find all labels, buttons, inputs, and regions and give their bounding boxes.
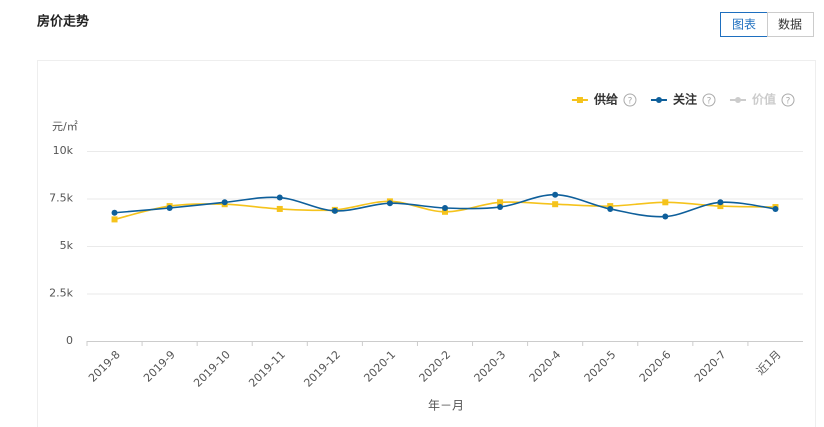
marker bbox=[331, 207, 338, 214]
legend-marker bbox=[576, 97, 583, 103]
marker bbox=[442, 205, 448, 211]
marker bbox=[276, 205, 283, 212]
marker bbox=[717, 199, 724, 206]
legend-label: 价值 bbox=[752, 92, 776, 107]
help-mark: ? bbox=[628, 97, 633, 107]
tab-label[interactable]: 数据 bbox=[778, 17, 802, 32]
x-tick-label: 2020-4 bbox=[527, 348, 564, 385]
marker bbox=[552, 191, 559, 198]
x-tick-label: 2020-5 bbox=[582, 348, 619, 385]
y-axis-label: 元/㎡ bbox=[52, 120, 78, 133]
marker bbox=[662, 213, 669, 220]
legend-marker bbox=[734, 97, 741, 103]
x-tick-label: 2020-7 bbox=[692, 348, 729, 385]
x-axis-label: 年－月 bbox=[428, 399, 464, 413]
legend-item[interactable]: ? 供给 bbox=[571, 92, 637, 107]
marker bbox=[166, 205, 173, 211]
x-tick-label: 2019-10 bbox=[191, 348, 233, 390]
help-icon bbox=[702, 93, 716, 107]
x-tick-label: 2019-12 bbox=[301, 348, 343, 390]
marker bbox=[442, 208, 448, 215]
x-tick-label: 近1月 bbox=[754, 348, 784, 378]
marker bbox=[552, 201, 559, 208]
help-icon bbox=[781, 93, 795, 107]
tab-chart[interactable] bbox=[720, 12, 768, 37]
legend-item[interactable]: ? 关注 bbox=[650, 92, 716, 107]
y-tick-label: 0 bbox=[66, 334, 73, 347]
marker bbox=[717, 203, 724, 210]
marker bbox=[607, 205, 614, 212]
x-tick-label: 2019-9 bbox=[141, 348, 178, 385]
marker bbox=[221, 199, 228, 206]
x-tick-label: 2019-8 bbox=[86, 348, 123, 385]
tab-label[interactable]: 图表 bbox=[732, 18, 756, 32]
y-tick-label: 7.5k bbox=[49, 192, 73, 205]
tab-data[interactable] bbox=[767, 12, 814, 37]
marker bbox=[772, 205, 779, 212]
marker bbox=[111, 216, 118, 223]
y-tick-label: 5k bbox=[60, 239, 74, 252]
y-tick-label: 2.5k bbox=[49, 287, 73, 300]
x-tick-label: 2020-3 bbox=[472, 348, 509, 385]
marker bbox=[111, 209, 118, 216]
x-tick-label: 2020-1 bbox=[361, 348, 398, 385]
help-mark: ? bbox=[707, 97, 712, 107]
marker bbox=[386, 200, 393, 207]
help-mark: ? bbox=[786, 97, 791, 107]
marker bbox=[497, 199, 504, 206]
chart-title: 房价走势 bbox=[37, 14, 89, 30]
legend-marker bbox=[655, 97, 662, 103]
legend-label: 关注 bbox=[673, 92, 697, 107]
legend-label: 供给 bbox=[593, 92, 618, 107]
marker bbox=[497, 204, 504, 211]
marker bbox=[276, 194, 283, 201]
marker bbox=[662, 199, 669, 206]
help-icon bbox=[623, 93, 637, 107]
x-tick-label: 2020-2 bbox=[416, 348, 453, 385]
x-tick-label: 2020-6 bbox=[637, 348, 674, 385]
y-tick-label: 10k bbox=[53, 144, 74, 157]
legend-item[interactable]: ? 价值 bbox=[729, 92, 795, 107]
x-tick-label: 2019-11 bbox=[246, 348, 288, 390]
panel bbox=[37, 60, 816, 427]
